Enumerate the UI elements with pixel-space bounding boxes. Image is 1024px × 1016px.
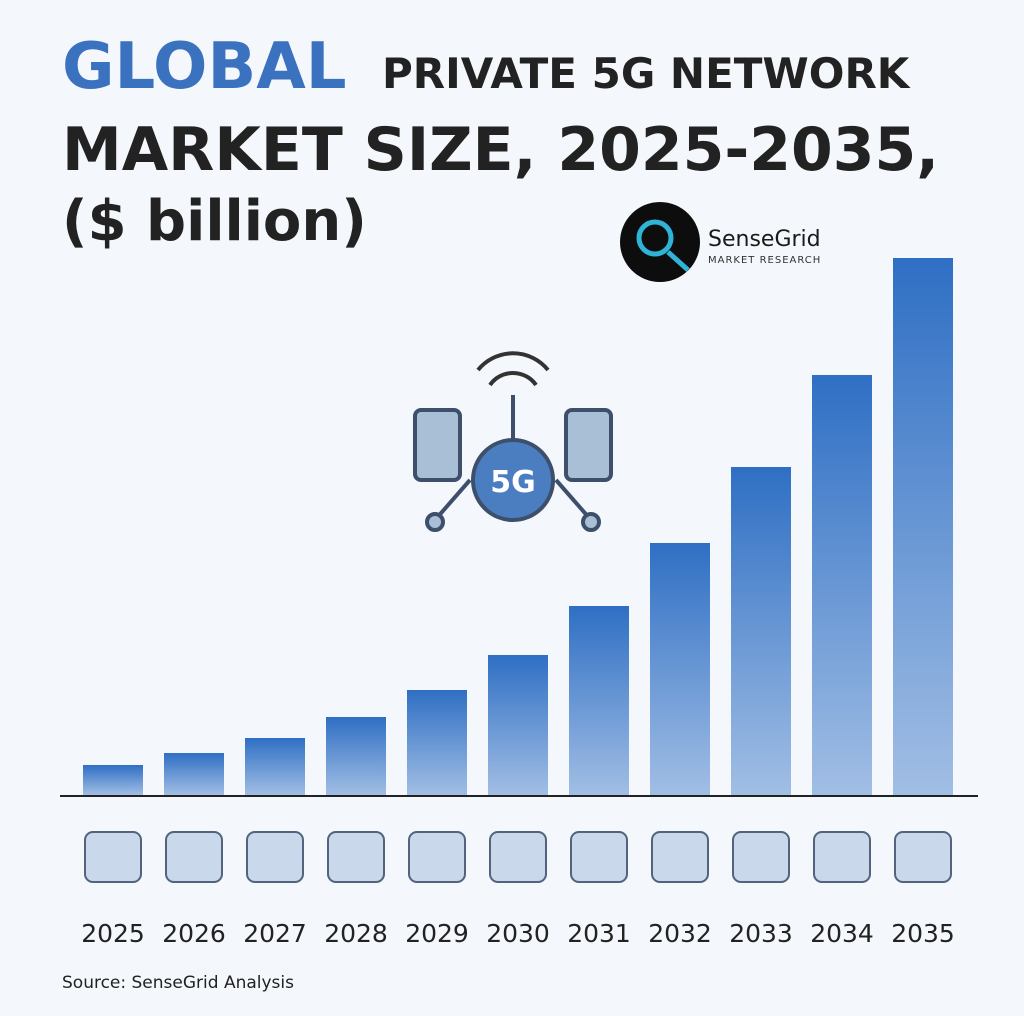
x-tick-label: 2035 <box>891 919 955 948</box>
bar-shade <box>245 738 305 795</box>
category-icon <box>813 831 871 883</box>
x-tick-label: 2028 <box>324 919 388 948</box>
source: Source: SenseGrid Analysis <box>62 973 294 993</box>
category-icon <box>165 831 223 883</box>
bar-shade <box>569 606 629 795</box>
title-line-3: ($ billion) <box>62 189 367 254</box>
logo-name: SenseGrid <box>708 227 821 252</box>
icon-shape <box>489 831 547 883</box>
bar-shade <box>893 258 953 795</box>
icon-shape <box>84 831 142 883</box>
icon-shape <box>408 831 466 883</box>
bar-shade <box>407 690 467 795</box>
x-tick-label: 2030 <box>486 919 550 948</box>
x-tick-label: 2031 <box>567 919 631 948</box>
category-icon <box>489 831 547 883</box>
logo: SenseGrid MARKET RESEARCH <box>620 202 821 282</box>
bar-shade <box>164 753 224 795</box>
x-tick-label: 2033 <box>729 919 793 948</box>
icon-shape <box>570 831 628 883</box>
icon-shape <box>165 831 223 883</box>
signal-arcs <box>476 351 550 387</box>
bar-shade <box>731 467 791 795</box>
arm-left <box>433 478 472 522</box>
logo-handle <box>666 250 690 272</box>
icon-shape <box>651 831 709 883</box>
hub <box>471 438 555 522</box>
joint-right <box>581 512 601 532</box>
icon-shape <box>894 831 952 883</box>
antenna-right <box>564 408 613 482</box>
title-rest: PRIVATE 5G NETWORK <box>382 49 911 98</box>
bar-shade <box>650 543 710 795</box>
arm-right <box>554 478 593 522</box>
x-tick-label: 2029 <box>405 919 469 948</box>
x-tick-label: 2027 <box>243 919 307 948</box>
x-tick-label: 2025 <box>81 919 145 948</box>
category-icon <box>894 831 952 883</box>
hub-label: 5G <box>490 465 536 500</box>
logo-tagline: MARKET RESEARCH <box>708 255 821 266</box>
title-line-2: MARKET SIZE, 2025-2035, <box>62 115 939 185</box>
logo-gear <box>636 219 674 257</box>
icon-shape <box>246 831 304 883</box>
icon-shape <box>732 831 790 883</box>
category-icon <box>327 831 385 883</box>
bar-shade <box>326 717 386 795</box>
x-tick-label: 2032 <box>648 919 712 948</box>
category-icon <box>246 831 304 883</box>
category-icon <box>84 831 142 883</box>
bar-shade <box>812 375 872 795</box>
x-tick-label: 2034 <box>810 919 874 948</box>
tower-illustration <box>413 351 613 532</box>
bar-shade <box>488 655 548 795</box>
category-icon <box>651 831 709 883</box>
antenna-left <box>413 408 462 482</box>
icon-shape <box>813 831 871 883</box>
title-highlight: GLOBAL <box>62 30 347 104</box>
bar-shade <box>83 765 143 795</box>
joint-left <box>425 512 445 532</box>
category-icon <box>732 831 790 883</box>
category-icon <box>570 831 628 883</box>
category-icon <box>408 831 466 883</box>
x-tick-label: 2026 <box>162 919 226 948</box>
icon-shape <box>327 831 385 883</box>
